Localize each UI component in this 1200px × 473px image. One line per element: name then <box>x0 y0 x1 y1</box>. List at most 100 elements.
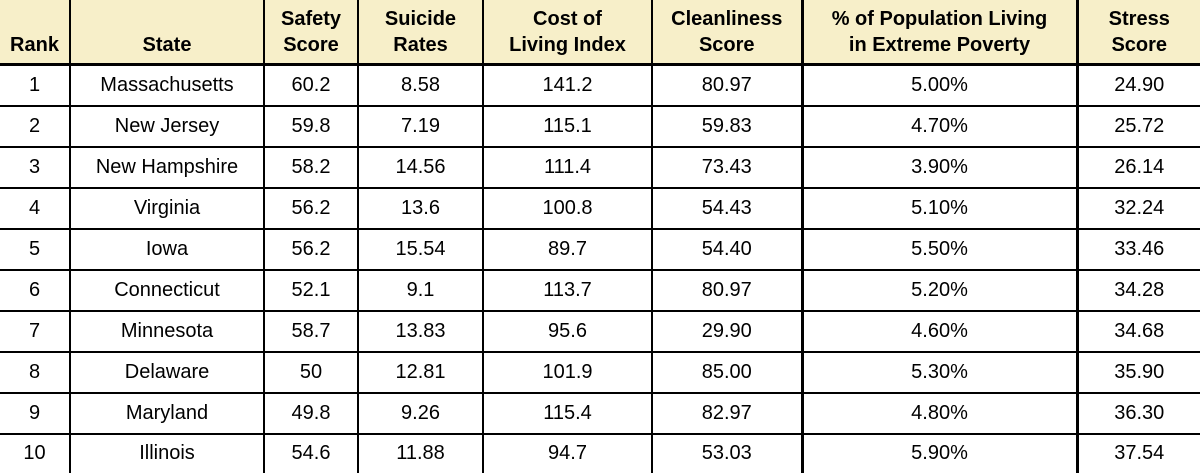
cell-stress-score: 32.24 <box>1075 186 1200 230</box>
cell-rank: 7 <box>0 309 71 353</box>
table-row: 10 Illinois 54.6 11.88 94.7 53.03 5.90% … <box>0 432 1200 473</box>
cell-state: Virginia <box>69 186 265 230</box>
cell-rank: 9 <box>0 391 71 435</box>
table-header: Rank State Safety Score Suicide Rates Co… <box>0 0 1200 66</box>
cell-cleanliness-score: 54.43 <box>651 186 803 230</box>
cell-extreme-poverty-pct: 5.90% <box>800 432 1078 473</box>
cell-stress-score: 37.54 <box>1075 432 1200 473</box>
cell-stress-score: 25.72 <box>1075 104 1200 148</box>
cell-suicide-rates: 8.58 <box>357 63 484 107</box>
cell-rank: 4 <box>0 186 71 230</box>
column-header-cost-of-living-index: Cost of Living Index <box>482 0 653 66</box>
cell-stress-score: 26.14 <box>1075 145 1200 189</box>
table-row: 1 Massachusetts 60.2 8.58 141.2 80.97 5.… <box>0 63 1200 107</box>
cell-suicide-rates: 14.56 <box>357 145 484 189</box>
table-row: 7 Minnesota 58.7 13.83 95.6 29.90 4.60% … <box>0 309 1200 353</box>
cell-stress-score: 36.30 <box>1075 391 1200 435</box>
cell-cost-of-living-index: 95.6 <box>482 309 653 353</box>
column-header-state: State <box>69 0 265 66</box>
cell-rank: 8 <box>0 350 71 394</box>
cell-state: New Hampshire <box>69 145 265 189</box>
table-row: 8 Delaware 50 12.81 101.9 85.00 5.30% 35… <box>0 350 1200 394</box>
column-header-rank: Rank <box>0 0 71 66</box>
cell-cost-of-living-index: 115.1 <box>482 104 653 148</box>
cell-state: Illinois <box>69 432 265 473</box>
cell-cleanliness-score: 85.00 <box>651 350 803 394</box>
table-row: 3 New Hampshire 58.2 14.56 111.4 73.43 3… <box>0 145 1200 189</box>
cell-extreme-poverty-pct: 5.00% <box>800 63 1078 107</box>
cell-safety-score: 54.6 <box>263 432 359 473</box>
cell-state: Delaware <box>69 350 265 394</box>
cell-state: Iowa <box>69 227 265 271</box>
cell-extreme-poverty-pct: 4.80% <box>800 391 1078 435</box>
table-row: 6 Connecticut 52.1 9.1 113.7 80.97 5.20%… <box>0 268 1200 312</box>
column-header-safety-score: Safety Score <box>263 0 359 66</box>
table-row: 9 Maryland 49.8 9.26 115.4 82.97 4.80% 3… <box>0 391 1200 435</box>
cell-safety-score: 60.2 <box>263 63 359 107</box>
cell-state: Connecticut <box>69 268 265 312</box>
cell-safety-score: 58.7 <box>263 309 359 353</box>
cell-extreme-poverty-pct: 5.50% <box>800 227 1078 271</box>
cell-state: New Jersey <box>69 104 265 148</box>
cell-extreme-poverty-pct: 5.30% <box>800 350 1078 394</box>
cell-cleanliness-score: 73.43 <box>651 145 803 189</box>
cell-cost-of-living-index: 113.7 <box>482 268 653 312</box>
table-row: 5 Iowa 56.2 15.54 89.7 54.40 5.50% 33.46 <box>0 227 1200 271</box>
cell-cleanliness-score: 59.83 <box>651 104 803 148</box>
cell-suicide-rates: 9.1 <box>357 268 484 312</box>
cell-suicide-rates: 15.54 <box>357 227 484 271</box>
cell-stress-score: 34.68 <box>1075 309 1200 353</box>
cell-stress-score: 33.46 <box>1075 227 1200 271</box>
table-row: 2 New Jersey 59.8 7.19 115.1 59.83 4.70%… <box>0 104 1200 148</box>
cell-rank: 2 <box>0 104 71 148</box>
cell-state: Massachusetts <box>69 63 265 107</box>
column-header-cleanliness-score: Cleanliness Score <box>651 0 803 66</box>
cell-safety-score: 56.2 <box>263 227 359 271</box>
cell-cleanliness-score: 54.40 <box>651 227 803 271</box>
cell-rank: 10 <box>0 432 71 473</box>
cell-state: Minnesota <box>69 309 265 353</box>
cell-extreme-poverty-pct: 5.20% <box>800 268 1078 312</box>
cell-suicide-rates: 11.88 <box>357 432 484 473</box>
cell-cleanliness-score: 29.90 <box>651 309 803 353</box>
cell-cleanliness-score: 80.97 <box>651 268 803 312</box>
cell-suicide-rates: 7.19 <box>357 104 484 148</box>
header-row: Rank State Safety Score Suicide Rates Co… <box>0 0 1200 66</box>
table-body: 1 Massachusetts 60.2 8.58 141.2 80.97 5.… <box>0 63 1200 473</box>
cell-safety-score: 52.1 <box>263 268 359 312</box>
cell-suicide-rates: 13.6 <box>357 186 484 230</box>
cell-cost-of-living-index: 141.2 <box>482 63 653 107</box>
column-header-suicide-rates: Suicide Rates <box>357 0 484 66</box>
cell-cleanliness-score: 80.97 <box>651 63 803 107</box>
cell-rank: 5 <box>0 227 71 271</box>
cell-rank: 3 <box>0 145 71 189</box>
cell-extreme-poverty-pct: 5.10% <box>800 186 1078 230</box>
cell-suicide-rates: 13.83 <box>357 309 484 353</box>
cell-rank: 1 <box>0 63 71 107</box>
cell-suicide-rates: 12.81 <box>357 350 484 394</box>
cell-safety-score: 49.8 <box>263 391 359 435</box>
cell-cost-of-living-index: 115.4 <box>482 391 653 435</box>
cell-extreme-poverty-pct: 3.90% <box>800 145 1078 189</box>
table-row: 4 Virginia 56.2 13.6 100.8 54.43 5.10% 3… <box>0 186 1200 230</box>
cell-stress-score: 24.90 <box>1075 63 1200 107</box>
cell-cost-of-living-index: 100.8 <box>482 186 653 230</box>
cell-extreme-poverty-pct: 4.70% <box>800 104 1078 148</box>
cell-cost-of-living-index: 94.7 <box>482 432 653 473</box>
column-header-extreme-poverty-pct: % of Population Living in Extreme Povert… <box>800 0 1078 66</box>
cell-cleanliness-score: 53.03 <box>651 432 803 473</box>
cell-stress-score: 34.28 <box>1075 268 1200 312</box>
cell-cost-of-living-index: 111.4 <box>482 145 653 189</box>
cell-safety-score: 58.2 <box>263 145 359 189</box>
cell-state: Maryland <box>69 391 265 435</box>
cell-cleanliness-score: 82.97 <box>651 391 803 435</box>
cell-stress-score: 35.90 <box>1075 350 1200 394</box>
cell-cost-of-living-index: 89.7 <box>482 227 653 271</box>
cell-safety-score: 59.8 <box>263 104 359 148</box>
cell-suicide-rates: 9.26 <box>357 391 484 435</box>
cell-extreme-poverty-pct: 4.60% <box>800 309 1078 353</box>
cell-rank: 6 <box>0 268 71 312</box>
cell-safety-score: 50 <box>263 350 359 394</box>
